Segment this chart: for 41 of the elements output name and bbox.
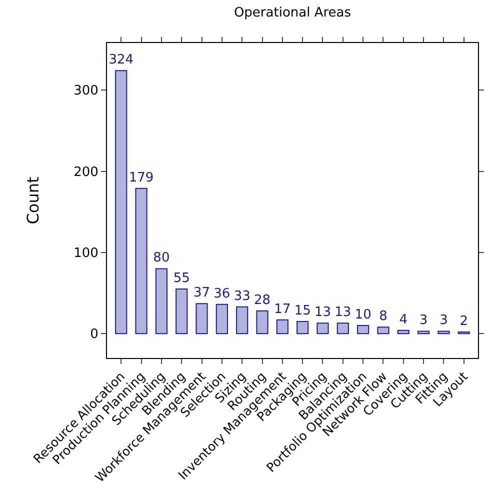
bar bbox=[357, 325, 370, 334]
data-label: 33 bbox=[234, 288, 250, 304]
data-label: 13 bbox=[314, 305, 332, 320]
y-axis-title: Count bbox=[23, 176, 42, 224]
bar bbox=[216, 304, 228, 334]
bar bbox=[377, 326, 390, 334]
y-tick-label: 300 bbox=[74, 84, 98, 99]
bar bbox=[135, 188, 148, 334]
data-label: 37 bbox=[193, 286, 210, 301]
data-label: 324 bbox=[108, 52, 134, 68]
bar bbox=[176, 288, 188, 334]
data-label: 17 bbox=[274, 302, 291, 317]
data-label: 8 bbox=[379, 309, 388, 324]
bar bbox=[155, 268, 168, 334]
bar bbox=[397, 330, 410, 334]
bar bbox=[418, 330, 430, 334]
data-label: 80 bbox=[153, 250, 170, 266]
data-label: 4 bbox=[399, 312, 408, 328]
y-tick-label: 100 bbox=[74, 246, 98, 262]
chart-title: Operational Areas bbox=[234, 6, 352, 21]
bar bbox=[196, 303, 208, 334]
data-label: 3 bbox=[440, 313, 448, 328]
bar bbox=[296, 320, 309, 334]
y-tick-label: 0 bbox=[90, 327, 98, 342]
data-label: 10 bbox=[354, 308, 372, 323]
y-tick-label: 200 bbox=[74, 164, 98, 180]
bar bbox=[438, 330, 450, 334]
data-label: 179 bbox=[128, 170, 154, 186]
data-label: 2 bbox=[460, 314, 468, 330]
data-label: 13 bbox=[334, 305, 352, 320]
data-label: 15 bbox=[294, 303, 311, 318]
bar bbox=[316, 322, 329, 334]
data-label: 28 bbox=[254, 292, 271, 308]
bar bbox=[236, 306, 248, 334]
bar bbox=[336, 322, 349, 334]
data-label: 3 bbox=[419, 313, 428, 328]
bar bbox=[256, 310, 268, 334]
data-label: 36 bbox=[214, 286, 230, 302]
bar bbox=[115, 70, 128, 334]
data-label: 55 bbox=[173, 270, 190, 286]
bar bbox=[276, 319, 288, 334]
